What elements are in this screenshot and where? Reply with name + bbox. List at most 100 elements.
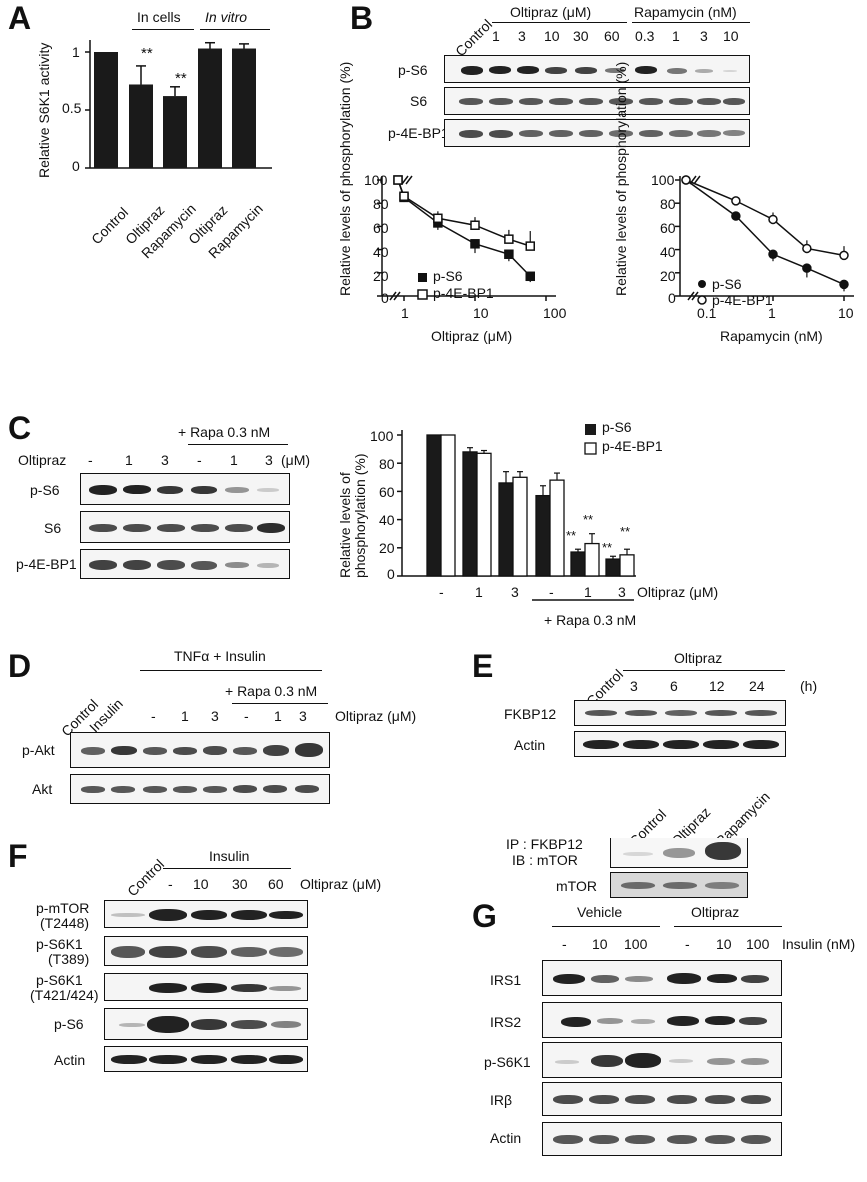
b-blot-label: p-S6 bbox=[398, 62, 428, 78]
f-dose: 60 bbox=[268, 876, 284, 892]
e-time: 12 bbox=[709, 678, 725, 694]
axis-break bbox=[687, 291, 695, 301]
blot-p-akt-d bbox=[70, 732, 330, 768]
b-left-xlabel: Oltipraz (μM) bbox=[431, 328, 513, 344]
panel-label-b: B bbox=[350, 0, 374, 36]
b-dose: 0.3 bbox=[635, 28, 655, 44]
b-dose: 10 bbox=[723, 28, 739, 44]
f-blot-label: p-S6K1 bbox=[36, 972, 83, 988]
blot-ir-beta-g bbox=[542, 1082, 782, 1116]
c-xtick: - bbox=[549, 584, 554, 600]
d-dose: 1 bbox=[181, 708, 189, 724]
g-dose: 10 bbox=[592, 936, 608, 952]
e-blot-label: FKBP12 bbox=[504, 706, 557, 722]
e-oltipraz-header: Oltipraz bbox=[674, 650, 723, 666]
point-p-4E-BP1 bbox=[393, 175, 403, 185]
g-dose: - bbox=[562, 936, 567, 952]
g-dose: 100 bbox=[746, 936, 770, 952]
bar-p-S6 bbox=[426, 434, 442, 577]
legend-marker-p-s6 bbox=[418, 273, 427, 282]
blot-p-s6-f bbox=[104, 1008, 308, 1040]
d-tnf-line bbox=[140, 670, 322, 671]
c-ytick: 60 bbox=[379, 484, 395, 500]
c-ytick: 20 bbox=[379, 540, 395, 556]
point-p-S6 bbox=[470, 239, 480, 249]
b-xtick: 10 bbox=[473, 305, 489, 321]
c-rapa-line bbox=[188, 444, 288, 445]
b-ytick: 60 bbox=[660, 220, 676, 236]
e-mtor-label: mTOR bbox=[556, 878, 597, 894]
point-p-4E-BP1 bbox=[731, 196, 741, 206]
b-ytick: 20 bbox=[373, 268, 389, 284]
g-blot-label: IRS1 bbox=[490, 972, 522, 988]
bar-p-4E-BP1 bbox=[619, 554, 635, 577]
b-xtick: 0.1 bbox=[697, 305, 717, 321]
c-xtick: - bbox=[439, 584, 444, 600]
b-ytick: 40 bbox=[660, 244, 676, 260]
e-blot-label: Actin bbox=[514, 737, 546, 753]
line-break bbox=[405, 175, 413, 185]
c-legend: p-S6 bbox=[602, 419, 632, 435]
point-p-4E-BP1 bbox=[768, 214, 778, 225]
c-ytick: 0 bbox=[387, 566, 395, 582]
c-xtick: 1 bbox=[584, 584, 592, 600]
blot-fkbp12-e bbox=[574, 700, 786, 726]
panel-label-e: E bbox=[472, 648, 494, 684]
e-time: 3 bbox=[630, 678, 638, 694]
c-dose: - bbox=[197, 452, 202, 468]
blot-s6-b bbox=[444, 87, 750, 115]
blot-actin-e bbox=[574, 731, 786, 757]
in-cells-label: In cells bbox=[137, 9, 181, 25]
b-left-legend: p-4E-BP1 bbox=[433, 285, 494, 301]
blot-ip-mtor-e bbox=[610, 838, 748, 868]
blot-p-s6k1-t421-f bbox=[104, 973, 308, 1001]
b-dose: 10 bbox=[544, 28, 560, 44]
g-vehicle-line bbox=[552, 926, 660, 927]
panel-a-sig: ** bbox=[141, 45, 153, 62]
c-rapa-header: + Rapa 0.3 nM bbox=[178, 424, 271, 440]
blot-irs2-g bbox=[542, 1002, 782, 1038]
point-p-4E-BP1 bbox=[470, 220, 480, 230]
panel-a-ytick: 1 bbox=[72, 44, 80, 60]
b-dose: 60 bbox=[604, 28, 620, 44]
c-sig: ** bbox=[602, 540, 613, 555]
g-dose: 10 bbox=[716, 936, 732, 952]
b-ytick: 0 bbox=[381, 290, 389, 306]
b-rapamycin-header: Rapamycin (nM) bbox=[634, 4, 737, 20]
panel-label-d: D bbox=[8, 648, 32, 684]
g-blot-label: IRS2 bbox=[490, 1014, 522, 1030]
g-dose: - bbox=[685, 936, 690, 952]
axis-break bbox=[691, 291, 699, 301]
b-rapamycin-line bbox=[632, 22, 750, 23]
b-ytick: 20 bbox=[660, 268, 676, 284]
legend-marker-p-s6 bbox=[698, 280, 706, 288]
d-dose: 3 bbox=[211, 708, 219, 724]
legend-marker-p-4e-bp1 bbox=[697, 295, 707, 305]
d-dose: 1 bbox=[274, 708, 282, 724]
line-break bbox=[401, 175, 409, 185]
c-blot-label: p-4E-BP1 bbox=[16, 556, 77, 572]
panel-a-sig: ** bbox=[175, 70, 187, 87]
d-blot-label: Akt bbox=[32, 781, 53, 797]
legend-marker-p-4e-bp1 bbox=[417, 289, 428, 300]
c-sig: ** bbox=[566, 528, 577, 543]
b-right-legend: p-4E-BP1 bbox=[712, 292, 773, 308]
c-blot-label: S6 bbox=[44, 520, 62, 536]
d-tnf-header: TNFα + Insulin bbox=[174, 648, 266, 664]
e-time: 6 bbox=[670, 678, 678, 694]
g-blot-label: p-S6K1 bbox=[484, 1054, 531, 1070]
b-ytick: 100 bbox=[364, 172, 388, 188]
panel-c-bar-chart bbox=[397, 424, 636, 601]
f-dose: 30 bbox=[232, 876, 248, 892]
c-rapa-label: + Rapa 0.3 nM bbox=[544, 612, 637, 628]
point-p-S6 bbox=[504, 249, 514, 259]
blot-actin-f bbox=[104, 1046, 308, 1072]
c-sig: ** bbox=[620, 524, 631, 539]
g-blot-label: IRβ bbox=[490, 1092, 513, 1108]
b-oltipraz-header: Oltipraz (μM) bbox=[510, 4, 592, 20]
d-dose: - bbox=[244, 708, 249, 724]
in-cells-line bbox=[132, 29, 194, 30]
c-xtick: 3 bbox=[618, 584, 626, 600]
f-blot-label: p-S6K1 bbox=[36, 936, 83, 952]
f-dose: 10 bbox=[193, 876, 209, 892]
